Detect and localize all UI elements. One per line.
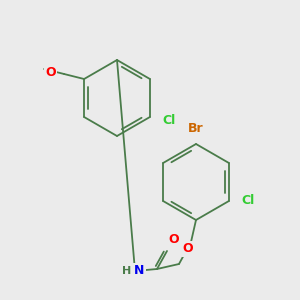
- Text: H: H: [122, 266, 132, 276]
- Text: Cl: Cl: [241, 194, 254, 208]
- Text: Br: Br: [188, 122, 204, 135]
- Text: N: N: [134, 265, 144, 278]
- Text: O: O: [169, 233, 179, 246]
- Text: O: O: [46, 65, 56, 79]
- Text: Cl: Cl: [162, 113, 175, 127]
- Text: O: O: [183, 242, 193, 256]
